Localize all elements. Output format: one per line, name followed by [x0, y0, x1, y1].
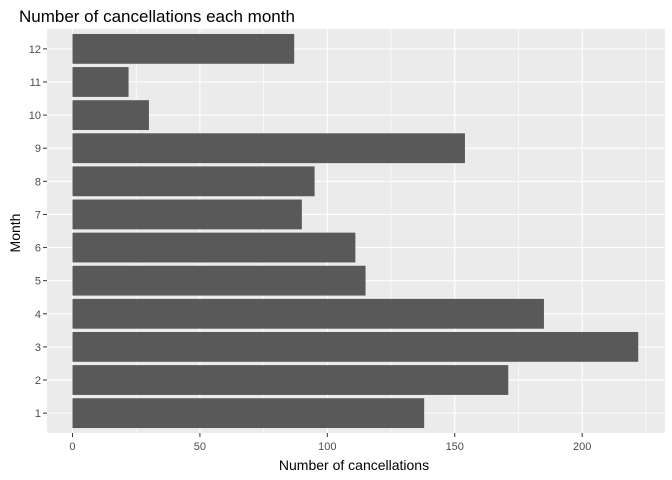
x-tick-label: 50: [194, 441, 206, 453]
bar-month-11: [72, 67, 129, 97]
bar-month-12: [72, 33, 295, 64]
x-tick-label: 0: [69, 441, 75, 453]
y-tick-label: 8: [35, 176, 41, 188]
y-tick-label: 5: [35, 276, 41, 288]
bar-month-8: [72, 166, 315, 197]
y-tick-label: 6: [35, 243, 41, 255]
y-tick-label: 4: [35, 309, 41, 321]
y-tick-label: 7: [35, 209, 41, 221]
x-tick-label: 100: [318, 441, 336, 453]
y-tick-label: 2: [35, 375, 41, 387]
bar-month-2: [72, 365, 509, 395]
y-tick-label: 11: [30, 77, 41, 89]
chart-title: Number of cancellations each month: [19, 7, 295, 26]
y-axis-title: Month: [7, 214, 23, 253]
bars: [72, 33, 639, 429]
y-tick-label: 1: [35, 408, 41, 420]
y-tick-label: 10: [29, 110, 41, 122]
x-axis-title: Number of cancellations: [279, 457, 429, 473]
bar-month-3: [72, 332, 639, 362]
bar-month-5: [72, 265, 366, 296]
bar-month-9: [72, 133, 465, 164]
bar-month-1: [72, 398, 425, 429]
y-tick-label: 3: [35, 342, 41, 354]
x-tick-label: 200: [573, 441, 591, 453]
x-axis: 0 50 100 150 200: [69, 433, 591, 453]
y-tick-label: 9: [35, 143, 41, 155]
bar-month-6: [72, 232, 356, 263]
x-tick-label: 150: [446, 441, 464, 453]
bar-month-10: [72, 100, 149, 130]
y-tick-label: 12: [29, 44, 41, 56]
bar-month-7: [72, 199, 302, 230]
bar-month-4: [72, 298, 544, 329]
